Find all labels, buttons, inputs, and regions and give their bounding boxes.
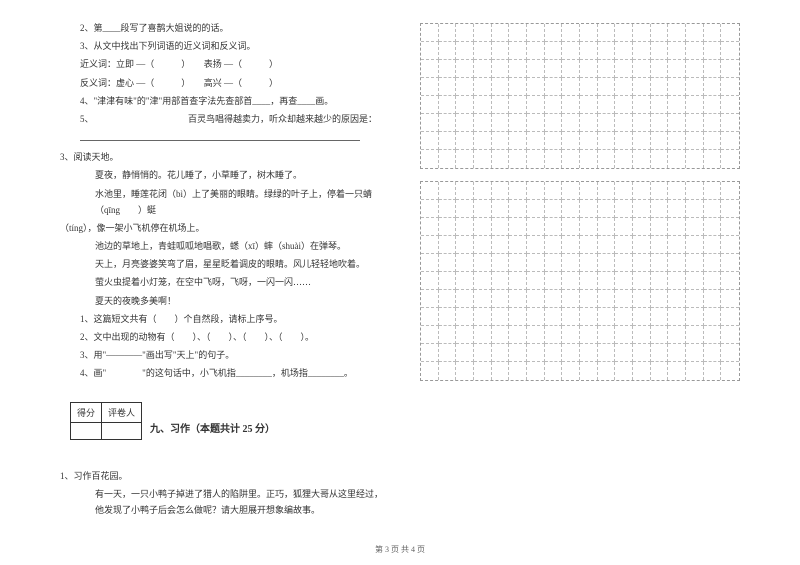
q2-line4: 反义词：虚心 —（ ） 高兴 —（ ）	[60, 75, 380, 91]
blank-answer-line	[80, 129, 360, 141]
q2-line5: 4、"津津有味"的"津"用部首查字法先查部首____，再查____画。	[60, 93, 380, 109]
q2-line3: 近义词：立即 —（ ） 表扬 —（ ）	[60, 56, 380, 72]
q2-line2: 3、从文中找出下列词语的近义词和反义词。	[60, 38, 380, 54]
q2-line6: 5、 百灵鸟唱得越卖力，听众却越来越少的原因是：	[60, 111, 380, 127]
q3-title: 3、阅读天地。	[60, 149, 380, 165]
q3-p1: 夏夜，静悄悄的。花儿睡了，小草睡了，树木睡了。	[60, 167, 380, 183]
left-column: 2、第____段写了喜鹊大姐说的的话。 3、从文中找出下列词语的近义词和反义词。…	[60, 20, 400, 555]
right-column	[400, 20, 740, 555]
s9-q: 1、习作百花园。	[60, 468, 380, 484]
writing-grid-2	[420, 181, 740, 381]
q3-p6: 夏天的夜晚多美啊！	[60, 293, 380, 309]
score-cell-1	[71, 422, 102, 439]
q3-q4: 4、画" "的这句话中，小飞机指________，机场指________。	[60, 365, 380, 381]
q3-q3: 3、用"————"画出写"天上"的句子。	[60, 347, 380, 363]
score-cell-2	[102, 422, 142, 439]
page-footer: 第 3 页 共 4 页	[0, 544, 800, 555]
q2-line1: 2、第____段写了喜鹊大姐说的的话。	[60, 20, 380, 36]
section9-title: 九、习作（本题共计 25 分）	[150, 424, 275, 435]
q3-p2b: （tíng），像一架小飞机停在机场上。	[60, 220, 380, 236]
q3-p2: 水池里，睡莲花闭（bì）上了美丽的眼睛。绿绿的叶子上，停着一只蜻（qīng ）蜓	[60, 186, 380, 218]
q3-q2: 2、文中出现的动物有（ ）、（ ）、（ ）、（ ）。	[60, 329, 380, 345]
score-table: 得分 评卷人	[70, 402, 142, 440]
writing-grid-1	[420, 23, 740, 169]
q3-q1: 1、这篇短文共有（ ）个自然段，请标上序号。	[60, 311, 380, 327]
q3-p4: 天上，月亮婆婆笑弯了眉，星星眨着调皮的眼睛。风儿轻轻地吹着。	[60, 256, 380, 272]
q3-p5: 萤火虫提着小灯笼，在空中飞呀，飞呀，一闪一闪……	[60, 274, 380, 290]
q3-p3: 池边的草地上，青蛙呱呱地唱歌，蟋（xī）蟀（shuài）在弹琴。	[60, 238, 380, 254]
score-header-1: 得分	[71, 402, 102, 422]
score-header-2: 评卷人	[102, 402, 142, 422]
s9-text: 有一天，一只小鸭子掉进了猎人的陷阱里。正巧，狐狸大哥从这里经过， 他发现了小鸭子…	[60, 486, 380, 518]
